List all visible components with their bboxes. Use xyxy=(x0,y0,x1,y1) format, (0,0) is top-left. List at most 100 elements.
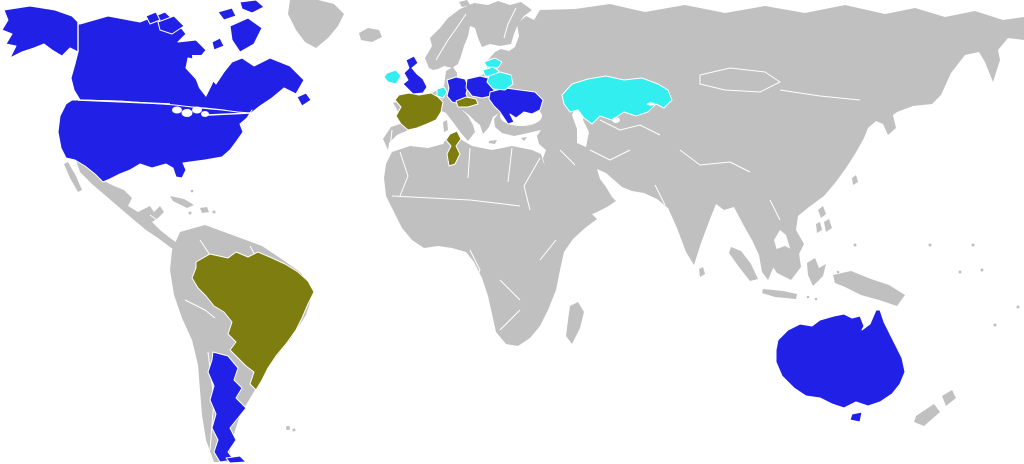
landmass-jamaica xyxy=(188,211,192,215)
country-canada-victoria-island xyxy=(157,15,185,35)
caspian-sea xyxy=(572,104,589,147)
country-united-states-alaska xyxy=(1,5,79,59)
country-borders xyxy=(149,7,861,451)
border-us-canada-west xyxy=(77,99,171,105)
country-france xyxy=(394,92,444,131)
country-tunisia xyxy=(445,130,462,167)
countries-blue xyxy=(1,0,906,464)
country-brazil xyxy=(191,251,315,391)
landmass-crete xyxy=(489,140,497,144)
great-lake-superior xyxy=(172,106,182,114)
landmass-taiwan xyxy=(852,175,858,185)
landmass-puerto-rico xyxy=(212,210,216,214)
border-norway-sweden xyxy=(435,13,467,61)
border-spain-portugal xyxy=(389,129,393,149)
landmass-sumatra xyxy=(729,247,758,281)
country-canada-banks-island xyxy=(145,11,161,25)
landmass-baja-california xyxy=(64,162,82,192)
great-lake-michigan-huron xyxy=(181,109,193,117)
border-iraq-saudi xyxy=(559,149,576,166)
border-finland-russia xyxy=(503,7,517,39)
country-canada-southampton-island xyxy=(211,37,225,51)
lesser-sunda-dot-2 xyxy=(814,297,818,301)
landmass-japan-honshu xyxy=(821,128,847,153)
border-egypt-sudan xyxy=(523,157,541,211)
border-china-india xyxy=(679,149,751,173)
landmass-greenland xyxy=(288,0,344,48)
country-canada-baffin-island xyxy=(229,17,263,53)
border-peru-bolivia xyxy=(184,299,216,319)
great-lake-erie xyxy=(192,106,202,114)
pacific-island-dot-7 xyxy=(1016,305,1020,309)
landmass-japan-hokkaido xyxy=(840,116,851,130)
pacific-island-dot-5 xyxy=(980,268,984,272)
landmass-iceland xyxy=(359,28,382,42)
country-ukraine xyxy=(488,87,544,125)
landmass-philippines-mindanao xyxy=(824,219,832,232)
borders-over-colored xyxy=(77,22,479,116)
landmass-new-zealand-south xyxy=(914,404,940,426)
border-iran-afghanistan xyxy=(589,149,631,161)
landmass-new-guinea xyxy=(833,271,905,306)
landmass-philippines-luzon xyxy=(818,206,826,218)
lesser-sunda-dot-1 xyxy=(806,295,810,299)
moluccas-dot xyxy=(836,270,840,274)
country-ireland xyxy=(383,69,402,85)
landmass-cyprus xyxy=(521,137,527,141)
landmass-africa xyxy=(384,132,597,346)
landmass-borneo xyxy=(769,246,801,280)
border-mongolia xyxy=(699,67,781,93)
landmass-hispaniola xyxy=(200,207,209,213)
border-us-canada-east xyxy=(207,112,251,116)
landmass-sakhalin xyxy=(804,100,812,124)
countries-olive xyxy=(191,92,479,391)
border-libya-egypt xyxy=(507,147,513,183)
border-russia-china xyxy=(779,89,861,101)
landmass-mexico-central-america xyxy=(76,160,186,254)
landmass-sulawesi xyxy=(807,258,826,286)
landmass-philippines-visayas xyxy=(816,222,822,233)
landmass-falklands-2 xyxy=(292,428,296,432)
border-mexico-guatemala xyxy=(149,214,161,223)
country-austria xyxy=(455,96,479,108)
landmass-cuba xyxy=(170,196,194,208)
water-overlays-top xyxy=(172,55,655,123)
border-sahel-2 xyxy=(469,199,521,207)
country-australia xyxy=(775,309,906,409)
border-east-africa xyxy=(539,239,557,261)
country-canada-newfoundland xyxy=(296,92,312,107)
border-india-pakistan xyxy=(654,184,666,206)
country-kazakhstan xyxy=(561,75,673,125)
country-united-kingdom xyxy=(402,55,428,95)
landmass-corsica-sardinia xyxy=(443,120,448,132)
border-indochina xyxy=(769,199,781,221)
hudson-bay xyxy=(192,55,218,97)
border-sweden-finland-bothnia xyxy=(469,27,479,48)
great-lake-ontario xyxy=(201,111,209,117)
landmass-japan-kyushu xyxy=(813,151,823,162)
countries-cyan xyxy=(383,57,673,125)
border-sahel-1 xyxy=(391,195,471,201)
border-algeria-libya xyxy=(467,147,471,179)
country-latvia xyxy=(483,57,503,69)
country-belarus xyxy=(486,71,514,91)
pacific-island-dot-3 xyxy=(971,243,975,247)
country-canada-ellesmere-island xyxy=(239,0,265,14)
landmass-new-zealand-north xyxy=(942,390,956,406)
pacific-island-dot-2 xyxy=(928,243,932,247)
country-canada-devon-island xyxy=(217,7,237,21)
landmass-madagascar xyxy=(566,302,584,344)
border-colombia-venezuela xyxy=(199,239,211,256)
country-argentina xyxy=(207,351,247,463)
country-argentina-tierra-del-fuego xyxy=(225,455,247,464)
landmass-bahamas xyxy=(190,189,194,193)
pacific-island-dot-6 xyxy=(993,323,997,327)
country-netherlands xyxy=(436,86,448,99)
border-central-asia xyxy=(599,119,661,136)
landmass-svalbard xyxy=(459,0,470,7)
border-southern-africa xyxy=(499,309,521,331)
aral-sea xyxy=(612,117,620,123)
border-africa-nw xyxy=(399,151,409,197)
